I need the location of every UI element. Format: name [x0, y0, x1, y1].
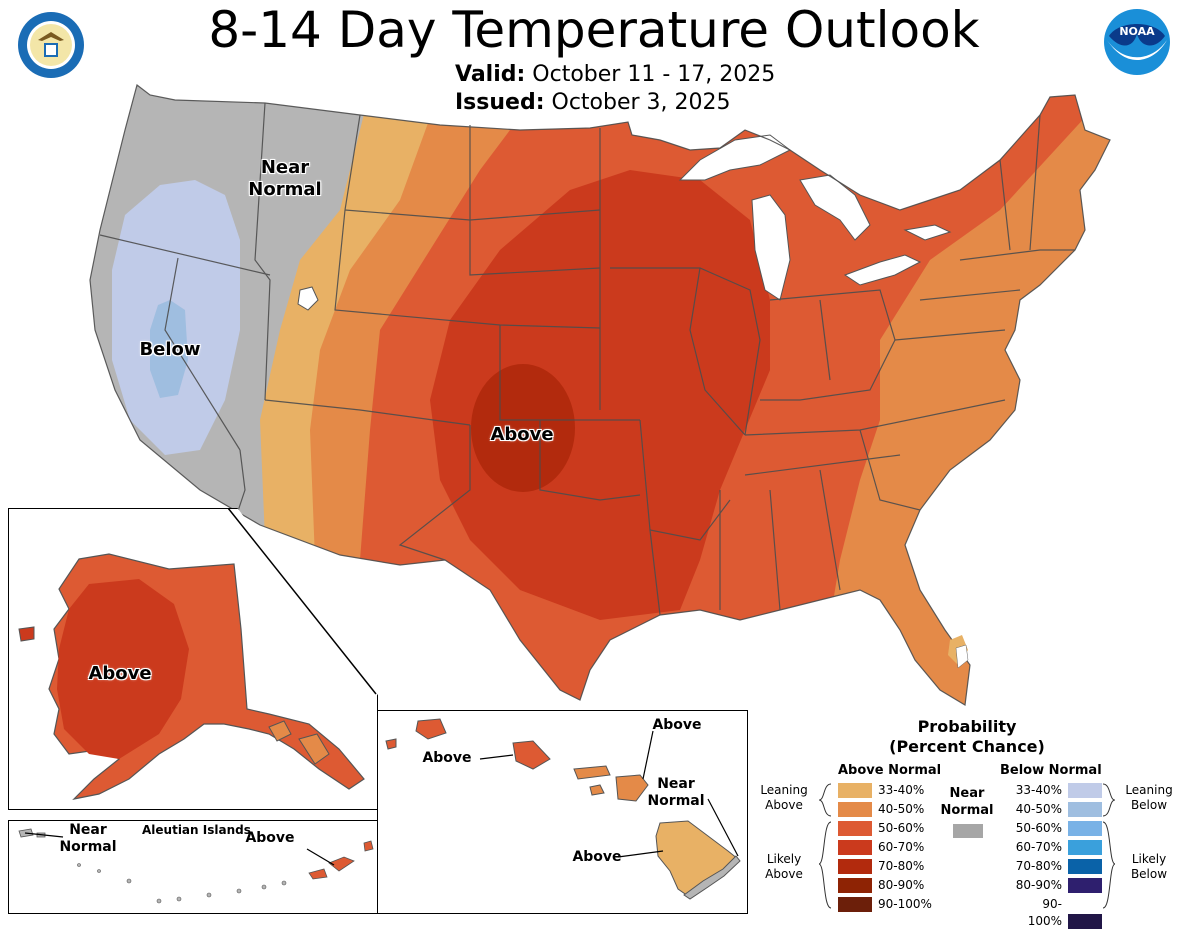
legend: Probability (Percent Chance) Above Norma… — [757, 712, 1187, 929]
legend-above-label: 90-100% — [878, 897, 932, 911]
legend-likely-below: Likely Below — [1130, 852, 1168, 881]
legend-below-swatch — [1068, 840, 1102, 855]
svg-text:NOAA: NOAA — [1119, 25, 1155, 38]
noaa-logo-icon: NOAA — [1104, 9, 1170, 75]
legend-above-row: 80-90% — [838, 877, 932, 896]
legend-below-label: 60-70% — [1015, 840, 1062, 854]
legend-above-row: 70-80% — [838, 858, 932, 877]
legend-above-header: Above Normal — [838, 763, 942, 778]
legend-near-normal-swatch — [953, 824, 983, 838]
legend-below-row: 70-80% — [1010, 858, 1102, 877]
legend-below-swatch — [1068, 859, 1102, 874]
legend-below-label: 70-80% — [1015, 859, 1062, 873]
legend-below-label: 80-90% — [1015, 878, 1062, 892]
valid-line: Valid: October 11 - 17, 2025 — [455, 62, 775, 88]
alaska-map — [18, 553, 365, 800]
legend-above-label: 50-60% — [878, 821, 925, 835]
legend-above-swatch — [838, 821, 872, 836]
legend-below-brace-icon — [1102, 783, 1116, 909]
issued-line: Issued: October 3, 2025 — [455, 90, 731, 116]
legend-near-normal-label: Near Normal — [940, 786, 994, 818]
legend-below-swatch — [1068, 914, 1102, 929]
legend-below-row: 60-70% — [1010, 839, 1102, 858]
conus-near-normal-label: Near Normal — [248, 157, 322, 200]
legend-below-row: 80-90% — [1010, 877, 1102, 896]
legend-above-label: 33-40% — [878, 783, 925, 797]
legend-below-row: 33-40% — [1010, 782, 1102, 801]
page-title: 8-14 Day Temperature Outlook — [208, 1, 980, 59]
aleutian-title: Aleutian Islands — [142, 823, 251, 837]
legend-below-swatch — [1068, 783, 1102, 798]
aleutian-near-normal-label: Near Normal — [59, 822, 117, 855]
legend-above-rows: 33-40% 40-50% 50-60% 60-70% 70-80% 80-90% 90-1… — [838, 782, 932, 915]
legend-above-label: 40-50% — [878, 802, 925, 816]
legend-above-row: 90-100% — [838, 896, 932, 915]
legend-above-label: 80-90% — [878, 878, 925, 892]
hawaii-above-label-3: Above — [572, 849, 622, 865]
hawaii-map — [385, 718, 741, 900]
legend-below-rows: 33-40% 40-50% 50-60% 60-70% 70-80% 80-90% 90-1… — [1010, 782, 1102, 929]
legend-leaning-below: Leaning Below — [1125, 783, 1173, 812]
hawaii-inset — [377, 710, 748, 914]
department-of-commerce-seal-icon — [18, 12, 84, 78]
legend-above-brace-icon — [818, 783, 832, 909]
aleutian-map — [18, 828, 374, 904]
legend-likely-above: Likely Above — [765, 852, 803, 881]
legend-above-row: 40-50% — [838, 801, 932, 820]
legend-above-swatch — [838, 897, 872, 912]
legend-above-label: 70-80% — [878, 859, 925, 873]
legend-below-header: Below Normal — [1000, 763, 1102, 778]
aleutian-above-label: Above — [245, 830, 295, 846]
hawaii-above-label-2: Above — [652, 717, 702, 733]
issued-value: October 3, 2025 — [551, 90, 731, 115]
legend-below-swatch — [1068, 802, 1102, 817]
legend-below-row: 40-50% — [1010, 801, 1102, 820]
legend-below-row: 50-60% — [1010, 820, 1102, 839]
issued-label: Issued: — [455, 90, 545, 115]
legend-above-row: 50-60% — [838, 820, 932, 839]
legend-below-label: 33-40% — [1015, 783, 1062, 797]
hawaii-above-label-1: Above — [422, 750, 472, 766]
legend-above-swatch — [838, 840, 872, 855]
legend-title-1: Probability — [917, 717, 1017, 736]
legend-below-swatch — [1068, 878, 1102, 893]
aleutian-inset — [8, 820, 378, 914]
legend-leaning-above: Leaning Above — [760, 783, 808, 812]
alaska-inset — [8, 508, 378, 810]
legend-above-label: 60-70% — [878, 840, 925, 854]
legend-below-row: 90-100% — [1010, 896, 1102, 929]
legend-above-swatch — [838, 802, 872, 817]
legend-below-label: 40-50% — [1015, 802, 1062, 816]
legend-title-2: (Percent Chance) — [889, 737, 1045, 756]
hawaii-near-normal-label: Near Normal — [647, 776, 705, 809]
legend-below-label: 50-60% — [1015, 821, 1062, 835]
legend-above-row: 60-70% — [838, 839, 932, 858]
legend-below-label: 90-100% — [1027, 897, 1062, 928]
legend-above-row: 33-40% — [838, 782, 932, 801]
conus-below-label: Below — [139, 339, 201, 360]
valid-label: Valid: — [455, 62, 526, 87]
legend-above-swatch — [838, 878, 872, 893]
alaska-inset-diagonal — [228, 508, 377, 695]
legend-below-swatch — [1068, 821, 1102, 836]
conus-above-label: Above — [490, 424, 554, 445]
legend-above-swatch — [838, 859, 872, 874]
alaska-above-label: Above — [88, 663, 152, 684]
valid-value: October 11 - 17, 2025 — [532, 62, 776, 87]
legend-above-swatch — [838, 783, 872, 798]
